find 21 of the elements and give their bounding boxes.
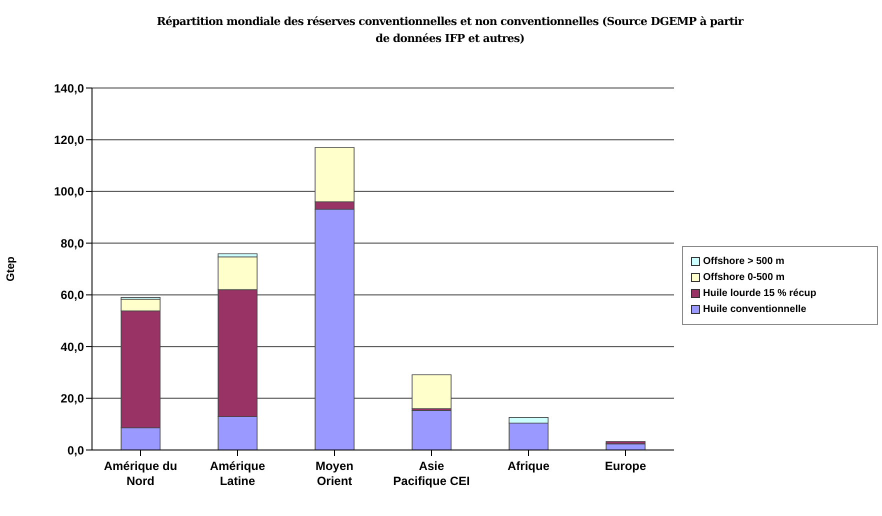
x-tick-label: Amérique du Nord (104, 459, 178, 488)
bar (412, 410, 452, 450)
x-tick-label: Asie Pacifique CEI (393, 459, 470, 488)
legend-label: Huile lourde 15 % récup (702, 288, 818, 298)
y-tick-label: 120,0 (54, 132, 84, 147)
legend-label: Offshore 0-500 m (702, 272, 786, 282)
x-tick-label: Moyen Orient (315, 459, 354, 488)
y-axis-title: Gtep (4, 256, 17, 282)
y-tick-label: 100,0 (54, 184, 84, 199)
legend-label: Huile conventionnelle (702, 304, 808, 314)
y-tick-label: 60,0 (60, 288, 84, 302)
x-tick-label: Afrique (508, 459, 550, 473)
chart-title: Répartition mondiale des réserves conventionnelles et non conventionnelles (Source DGEMP à partir de données IFP et autres) (156, 14, 745, 47)
x-tick-label: Amérique Latine (210, 459, 266, 488)
y-tick-label: 20,0 (60, 392, 84, 406)
y-tick-label: 140,0 (54, 81, 84, 96)
y-tick-label: 80,0 (60, 236, 84, 250)
x-tick-label: Europe (604, 459, 646, 473)
legend-label: Offshore > 500 m (702, 256, 786, 266)
y-tick-label: 0,0 (67, 443, 84, 458)
y-tick-label: 40,0 (60, 340, 84, 354)
